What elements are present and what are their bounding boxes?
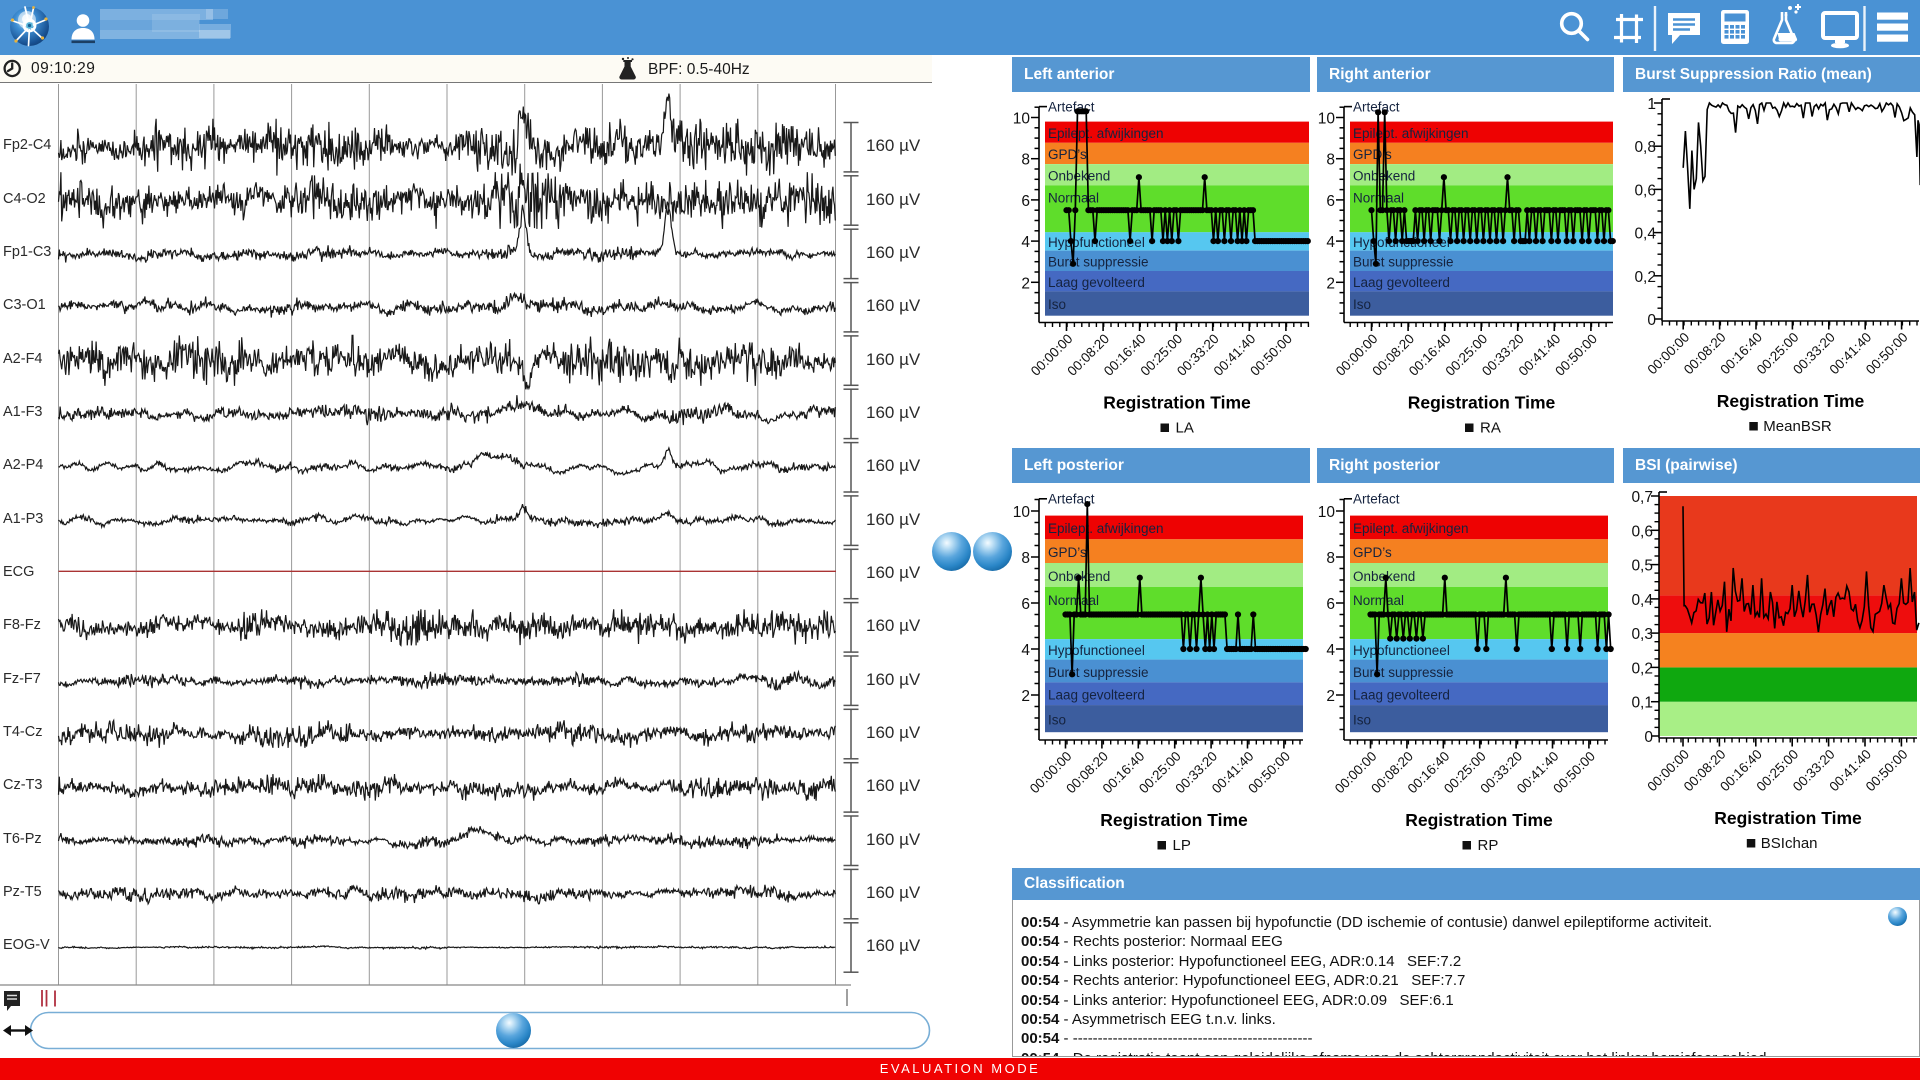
svg-text:4: 4 <box>1021 234 1030 251</box>
svg-text:Burst suppressie: Burst suppressie <box>1353 665 1454 680</box>
svg-text:Registration Time: Registration Time <box>1717 391 1865 411</box>
svg-text:10: 10 <box>1013 504 1031 521</box>
svg-text:0,4: 0,4 <box>1634 226 1656 243</box>
svg-text:Epilept. afwijkingen: Epilept. afwijkingen <box>1353 521 1469 536</box>
svg-text:GPD’s: GPD’s <box>1048 147 1087 162</box>
svg-text:BSIchan: BSIchan <box>1761 835 1818 852</box>
svg-text:4: 4 <box>1326 234 1335 251</box>
svg-text:10: 10 <box>1013 111 1031 128</box>
svg-text:Hypofunctioneel: Hypofunctioneel <box>1353 643 1450 658</box>
svg-text:Laag gevolteerd: Laag gevolteerd <box>1353 688 1450 703</box>
svg-text:0,3: 0,3 <box>1631 626 1653 643</box>
svg-text:GPD’s: GPD’s <box>1353 545 1392 560</box>
svg-text:RA: RA <box>1480 420 1501 437</box>
svg-text:Registration Time: Registration Time <box>1405 810 1553 830</box>
svg-text:Registration Time: Registration Time <box>1408 393 1556 413</box>
svg-text:LP: LP <box>1173 837 1191 854</box>
svg-text:Registration Time: Registration Time <box>1714 808 1862 828</box>
svg-text:Laag gevolteerd: Laag gevolteerd <box>1048 275 1145 290</box>
svg-text:Registration Time: Registration Time <box>1103 393 1251 413</box>
svg-text:4: 4 <box>1326 642 1335 659</box>
svg-text:6: 6 <box>1021 193 1030 210</box>
svg-text:8: 8 <box>1021 152 1030 169</box>
svg-text:0,6: 0,6 <box>1634 182 1656 199</box>
svg-text:2: 2 <box>1021 688 1030 705</box>
svg-text:8: 8 <box>1326 152 1335 169</box>
svg-text:Burst suppressie: Burst suppressie <box>1048 255 1149 270</box>
svg-text:Normaal: Normaal <box>1353 190 1404 205</box>
svg-text:1: 1 <box>1647 96 1656 113</box>
svg-text:GPD’s: GPD’s <box>1353 147 1392 162</box>
svg-text:Artefact: Artefact <box>1353 100 1400 115</box>
svg-text:0,7: 0,7 <box>1631 489 1653 506</box>
svg-text:Iso: Iso <box>1353 712 1371 727</box>
svg-text:Iso: Iso <box>1048 712 1066 727</box>
svg-text:Normaal: Normaal <box>1048 593 1099 608</box>
svg-text:Iso: Iso <box>1048 297 1066 312</box>
svg-text:0,4: 0,4 <box>1631 592 1653 609</box>
svg-text:Normaal: Normaal <box>1048 190 1099 205</box>
svg-text:LA: LA <box>1176 420 1194 437</box>
svg-text:8: 8 <box>1326 550 1335 567</box>
svg-text:Hypofunctioneel: Hypofunctioneel <box>1048 643 1145 658</box>
svg-text:6: 6 <box>1326 193 1335 210</box>
svg-text:Burst suppressie: Burst suppressie <box>1048 665 1149 680</box>
svg-text:0,5: 0,5 <box>1631 558 1653 575</box>
svg-text:Onbekend: Onbekend <box>1353 169 1415 184</box>
svg-text:10: 10 <box>1318 504 1336 521</box>
svg-text:10: 10 <box>1318 111 1336 128</box>
svg-text:Artefact: Artefact <box>1048 492 1095 507</box>
svg-text:0,2: 0,2 <box>1631 660 1653 677</box>
svg-text:Iso: Iso <box>1353 297 1371 312</box>
svg-text:6: 6 <box>1021 596 1030 613</box>
svg-text:0,6: 0,6 <box>1631 523 1653 540</box>
svg-text:6: 6 <box>1326 596 1335 613</box>
svg-text:Laag gevolteerd: Laag gevolteerd <box>1048 688 1145 703</box>
svg-text:RP: RP <box>1478 837 1499 854</box>
svg-text:8: 8 <box>1021 550 1030 567</box>
svg-text:2: 2 <box>1021 275 1030 292</box>
svg-text:Burst suppressie: Burst suppressie <box>1353 255 1454 270</box>
svg-text:Epilept. afwijkingen: Epilept. afwijkingen <box>1048 521 1164 536</box>
svg-text:Laag gevolteerd: Laag gevolteerd <box>1353 275 1450 290</box>
svg-text:Epilept. afwijkingen: Epilept. afwijkingen <box>1048 126 1164 141</box>
svg-text:Artefact: Artefact <box>1353 492 1400 507</box>
svg-text:0,8: 0,8 <box>1634 139 1656 156</box>
svg-text:2: 2 <box>1326 275 1335 292</box>
svg-text:MeanBSR: MeanBSR <box>1763 418 1832 435</box>
svg-text:GPD’s: GPD’s <box>1048 545 1087 560</box>
svg-text:2: 2 <box>1326 688 1335 705</box>
svg-text:Onbekend: Onbekend <box>1048 169 1110 184</box>
svg-text:Registration Time: Registration Time <box>1100 810 1248 830</box>
svg-text:0: 0 <box>1644 729 1653 746</box>
svg-text:0: 0 <box>1647 312 1656 329</box>
svg-text:0,1: 0,1 <box>1631 695 1653 712</box>
svg-text:4: 4 <box>1021 642 1030 659</box>
svg-text:0,2: 0,2 <box>1634 269 1656 286</box>
svg-text:Normaal: Normaal <box>1353 593 1404 608</box>
svg-text:Epilept. afwijkingen: Epilept. afwijkingen <box>1353 126 1469 141</box>
